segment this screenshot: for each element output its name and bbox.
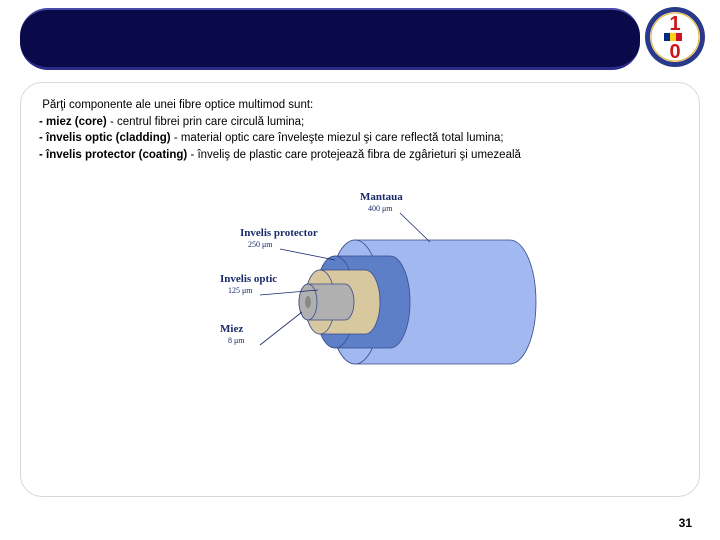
svg-text:8 μm: 8 μm [228,336,245,345]
fiber-diagram: Mantaua400 μm Invelis protector250 μm Inve… [180,182,540,392]
item-bold-0: - miez (core) [39,116,107,128]
item-rest-0: - centrul fibrei prin care circulă lumin… [107,116,305,128]
svg-text:0: 0 [669,41,680,63]
intro-text: Părţi componente ale unei fibre optice m… [39,97,681,164]
svg-text:Mantaua: Mantaua [360,191,403,203]
header-band [20,8,640,70]
content-frame: Părţi componente ale unei fibre optice m… [20,82,700,497]
svg-text:Invelis optic: Invelis optic [220,273,277,285]
svg-text:250 μm: 250 μm [248,240,273,249]
intro: Părţi componente ale unei fibre optice m… [42,99,313,111]
svg-text:Invelis protector: Invelis protector [240,227,318,239]
page-number: 31 [679,516,692,530]
item-bold-1: - învelis optic (cladding) [39,132,171,144]
logo: 1 0 [644,6,706,68]
svg-text:400 μm: 400 μm [368,204,393,213]
svg-text:1: 1 [669,13,680,35]
item-rest-2: - înveliş de plastic care protejează fib… [187,149,521,161]
item-bold-2: - învelis protector (coating) [39,149,187,161]
svg-text:Miez: Miez [220,323,243,335]
item-rest-1: - material optic care înveleşte miezul ş… [171,132,504,144]
svg-text:125 μm: 125 μm [228,286,253,295]
